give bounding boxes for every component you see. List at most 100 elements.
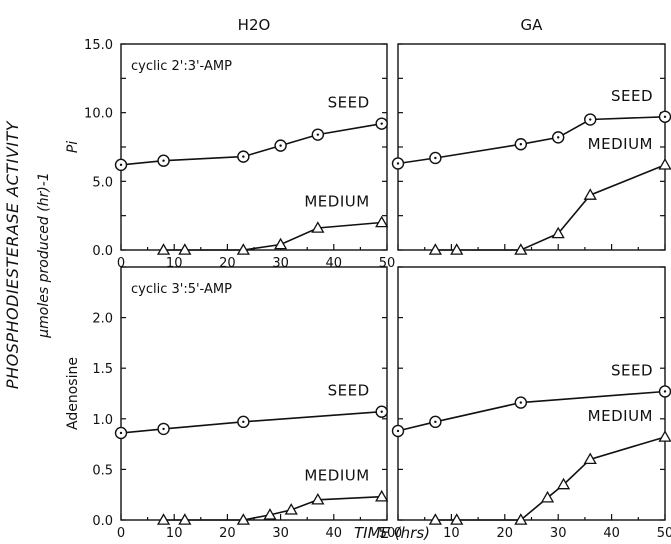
data-point-triangle	[556, 477, 571, 490]
x-tick-label: 40	[326, 256, 343, 271]
series-seed: SEED	[114, 382, 388, 440]
data-point-center	[396, 162, 400, 165]
series-line	[435, 164, 666, 251]
data-point-center	[519, 401, 523, 404]
data-point-center	[396, 429, 400, 433]
x-tick-label: 30	[272, 526, 289, 541]
series-line	[120, 122, 382, 166]
data-point-triangle	[428, 243, 443, 255]
x-tick-label: 20	[219, 256, 236, 271]
panel-2: GA SEED MEDIUM	[391, 16, 671, 255]
series-medium: MEDIUM	[428, 135, 671, 255]
data-point-center	[242, 155, 245, 158]
data-point-center	[434, 420, 437, 424]
series-label: MEDIUM	[588, 407, 653, 425]
y-tick-label: 0.0	[92, 514, 113, 529]
data-point-triangle	[156, 513, 171, 525]
x-tick-label: 30	[550, 526, 567, 541]
x-tick-label: 40	[603, 526, 620, 541]
series-label: SEED	[328, 94, 370, 112]
panel-1: H2O cyclic 2':3'-AMP Pi 0.0 5.0 10.0 15.0 0 10 20…	[65, 16, 395, 271]
series-label: SEED	[328, 382, 370, 400]
data-point-center	[663, 390, 667, 393]
x-tick-label: 0	[394, 526, 402, 541]
series-seed: SEED	[391, 87, 671, 170]
panel-compound-label: cyclic 2':3'-AMP	[131, 59, 232, 74]
data-point-triangle	[540, 490, 555, 503]
data-point-triangle	[375, 489, 389, 502]
data-point-triangle	[236, 513, 250, 525]
panel-y-label: Adenosine	[65, 357, 81, 430]
panel-y-label-text: Adenosine	[65, 357, 81, 430]
y-tick-label: 15.0	[84, 38, 113, 53]
series-line	[120, 410, 382, 434]
data-point-triangle	[658, 430, 671, 442]
data-point-triangle	[178, 243, 192, 255]
data-point-center	[279, 144, 282, 147]
data-point-center	[557, 136, 560, 139]
data-point-triangle	[156, 243, 171, 255]
data-point-center	[162, 427, 165, 431]
y-tick-label: 10.0	[84, 107, 113, 122]
data-point-triangle	[551, 226, 565, 239]
figure-x-label: TIME (hrs)	[354, 524, 430, 542]
data-point-center	[119, 163, 123, 167]
figure-y-label-units: µmoles produced (hr)-1	[36, 172, 52, 338]
series-line	[397, 116, 666, 165]
series-seed: SEED	[391, 361, 671, 438]
data-point-center	[380, 122, 383, 125]
plot-frame	[397, 266, 666, 521]
x-tick-label: 0	[117, 526, 125, 541]
plot-frame	[120, 43, 388, 251]
x-tick-label: 30	[272, 256, 289, 271]
data-point-center	[589, 118, 592, 121]
data-point-center	[663, 115, 667, 118]
y-tick-label: 5.0	[92, 175, 113, 190]
x-tick-label: 50	[379, 526, 396, 541]
series-line	[163, 221, 382, 251]
series-label: SEED	[611, 361, 653, 379]
y-tick-label: 1.0	[92, 413, 113, 428]
data-point-center	[434, 156, 437, 160]
x-tick-label: 40	[326, 526, 343, 541]
data-point-center	[119, 431, 123, 435]
data-point-triangle	[236, 243, 250, 255]
figure-y-label-main: PHOSPHODIESTERASE ACTIVITY	[3, 120, 22, 389]
y-tick-label: 1.5	[92, 362, 113, 377]
data-point-triangle	[583, 452, 597, 465]
data-point-triangle	[311, 492, 325, 505]
data-point-triangle	[178, 513, 192, 525]
panel-3: cyclic 3':5'-AMP Adenosine 0.0 0.5 1.0 1.5 2.0…	[65, 266, 396, 541]
data-point-triangle	[375, 215, 389, 228]
x-tick-label: 10	[166, 256, 183, 271]
series-medium: MEDIUM	[156, 193, 389, 255]
x-tick-label: 10	[443, 526, 460, 541]
panel-y-label: Pi	[65, 141, 81, 153]
series-line	[435, 436, 666, 521]
data-point-center	[380, 410, 383, 413]
data-point-triangle	[514, 513, 528, 525]
series-label: MEDIUM	[304, 467, 369, 485]
data-point-center	[519, 143, 523, 146]
data-point-triangle	[273, 237, 288, 250]
data-point-triangle	[284, 503, 298, 515]
data-point-triangle	[450, 513, 464, 525]
series-seed: SEED	[114, 94, 388, 172]
x-tick-label: 20	[219, 526, 236, 541]
series-medium: MEDIUM	[428, 407, 671, 525]
x-tick-label: 10	[166, 526, 183, 541]
x-tick-label: 50	[657, 526, 671, 541]
data-point-triangle	[450, 243, 464, 255]
y-tick-label: 0.0	[92, 244, 113, 259]
y-tick-label: 0.5	[92, 463, 113, 478]
column-title: GA	[521, 16, 544, 34]
panel-4: 0 10 20 30 40 50 SEED MEDIUM	[391, 266, 671, 541]
column-title: H2O	[238, 16, 271, 34]
x-tick-label: 0	[117, 256, 125, 271]
series-medium: MEDIUM	[156, 467, 389, 525]
series-label: MEDIUM	[304, 193, 369, 211]
series-label: MEDIUM	[588, 135, 653, 153]
data-point-triangle	[583, 188, 597, 200]
data-point-center	[162, 159, 165, 162]
